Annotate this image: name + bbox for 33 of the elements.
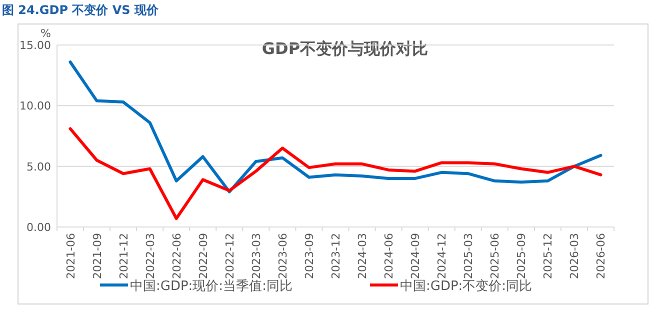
x-tick-label: 2021-09 xyxy=(90,233,104,279)
x-tick-label: 2024-06 xyxy=(382,233,396,279)
x-tick-label: 2022-09 xyxy=(196,233,210,279)
x-tick-label: 2023-12 xyxy=(330,233,342,279)
x-tick-label: 2024-09 xyxy=(409,233,422,279)
x-tick-label: 2023-09 xyxy=(302,233,316,279)
x-tick-label: 2022-06 xyxy=(170,233,184,279)
x-tick-label: 2026-06 xyxy=(594,233,608,279)
x-tick-label: 2021-06 xyxy=(64,233,78,279)
legend-label: 中国:GDP:不变价:同比 xyxy=(400,279,532,294)
x-tick-label: 2025-06 xyxy=(488,233,502,279)
chart-title: 图 24.GDP 不变价 VS 现价 xyxy=(2,3,160,17)
x-tick-label: 2023-06 xyxy=(276,233,290,279)
y-tick-label: 10.00 xyxy=(20,100,51,113)
line-series xyxy=(68,60,602,194)
legend-item: 中国:GDP:不变价:同比 xyxy=(370,279,532,294)
legend-label: 中国:GDP:现价:当季值:同比 xyxy=(130,279,292,294)
x-tick-label: 2022-12 xyxy=(223,233,236,279)
x-tick-label: 2024-12 xyxy=(436,233,449,279)
x-tick-label: 2025-12 xyxy=(542,233,555,279)
x-tick-label: 2026-03 xyxy=(568,233,582,279)
y-tick-label: 0.00 xyxy=(26,221,51,234)
x-tick-label: 2023-03 xyxy=(250,233,263,279)
legend-item: 中国:GDP:现价:当季值:同比 xyxy=(100,279,292,294)
y-tick-label: 15.00 xyxy=(20,39,51,52)
x-tick-label: 2021-12 xyxy=(117,233,130,279)
x-tick-label: 2024-03 xyxy=(356,233,370,279)
y-axis-title: % xyxy=(40,27,51,40)
x-tick-label: 2025-09 xyxy=(515,233,528,279)
y-tick-label: 5.00 xyxy=(26,160,51,174)
x-tick-label: 2025-03 xyxy=(462,233,476,279)
x-tick-label: 2022-03 xyxy=(144,233,157,279)
line-series xyxy=(68,127,602,220)
